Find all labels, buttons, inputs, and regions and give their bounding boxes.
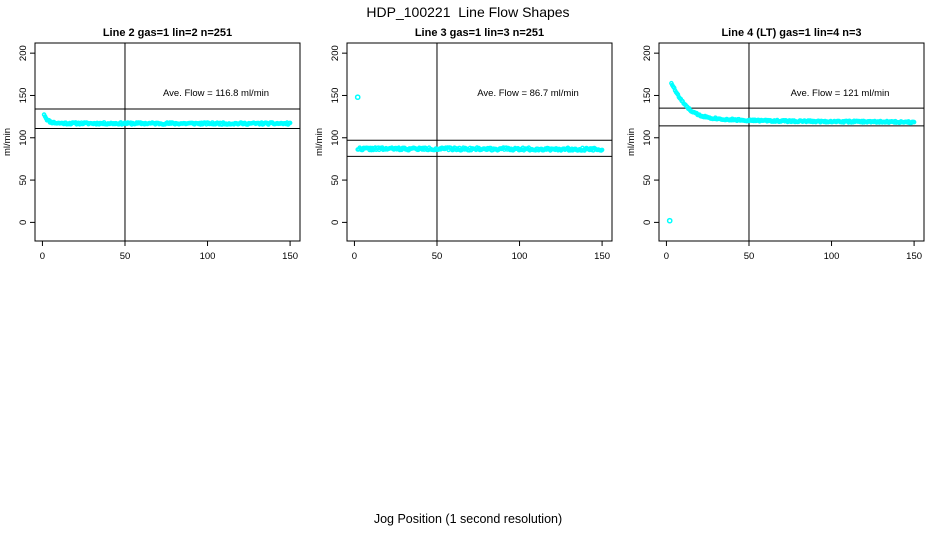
y-tick-label: 0	[330, 220, 341, 225]
y-tick-label: 200	[642, 45, 653, 61]
y-axis-label: ml/min	[2, 128, 13, 156]
ave-flow-annotation: Ave. Flow = 86.7 ml/min	[477, 88, 578, 99]
x-tick-label: 0	[40, 251, 45, 262]
data-points	[354, 94, 605, 153]
data-point	[287, 120, 293, 126]
x-tick-label: 150	[282, 251, 298, 262]
y-tick-label: 50	[330, 175, 341, 186]
y-tick-label: 150	[330, 88, 341, 104]
flow-panel-1: Line 2 gas=1 lin=2 n=251 0 50 100 150 0 50 100 1…	[2, 27, 301, 262]
x-tick-label: 100	[200, 251, 216, 262]
outlier-point	[354, 94, 361, 101]
y-tick-label: 200	[330, 45, 341, 61]
panel-title: Line 2 gas=1 lin=2 n=251	[103, 27, 232, 39]
outlier-point	[666, 217, 673, 224]
plot-box	[346, 42, 613, 242]
plot-box	[658, 42, 925, 242]
panels-row: Line 2 gas=1 lin=2 n=251 0 50 100 150 0 50 100 1…	[2, 27, 925, 262]
x-tick-label: 0	[352, 251, 357, 262]
y-axis-label: ml/min	[626, 128, 637, 156]
panel-title: Line 3 gas=1 lin=3 n=251	[415, 27, 544, 39]
x-tick-label: 100	[512, 251, 528, 262]
y-tick-label: 50	[18, 175, 29, 186]
data-point	[911, 119, 917, 125]
x-tick-label: 50	[120, 251, 131, 262]
y-tick-label: 100	[18, 130, 29, 146]
y-tick-label: 0	[642, 220, 653, 225]
x-tick-label: 150	[594, 251, 610, 262]
x-tick-label: 100	[824, 251, 840, 262]
x-tick-label: 50	[744, 251, 755, 262]
y-tick-label: 150	[18, 88, 29, 104]
x-tick-label: 50	[432, 251, 443, 262]
y-tick-label: 50	[642, 175, 653, 186]
data-point	[599, 147, 605, 153]
y-tick-label: 150	[642, 88, 653, 104]
y-axis-label: ml/min	[314, 128, 325, 156]
x-tick-label: 0	[664, 251, 669, 262]
x-tick-label: 150	[906, 251, 922, 262]
flow-panel-3: Line 4 (LT) gas=1 lin=4 n=3 0 50 100 150 0 50 1…	[626, 27, 925, 262]
ave-flow-annotation: Ave. Flow = 121 ml/min	[791, 88, 890, 99]
ave-flow-annotation: Ave. Flow = 116.8 ml/min	[163, 88, 269, 99]
y-tick-label: 0	[18, 220, 29, 225]
y-tick-label: 100	[330, 130, 341, 146]
y-tick-label: 100	[642, 130, 653, 146]
data-points	[666, 80, 917, 224]
x-axis-label: Jog Position (1 second resolution)	[373, 512, 563, 526]
plot-box	[34, 42, 301, 242]
panel-title: Line 4 (LT) gas=1 lin=4 n=3	[721, 27, 861, 39]
flow-panel-2: Line 3 gas=1 lin=3 n=251 0 50 100 150 0 50 100 1…	[314, 27, 613, 262]
y-tick-label: 200	[18, 45, 29, 61]
data-points	[41, 112, 293, 127]
main-title: HDP_100221 Line Flow Shapes	[366, 4, 570, 20]
